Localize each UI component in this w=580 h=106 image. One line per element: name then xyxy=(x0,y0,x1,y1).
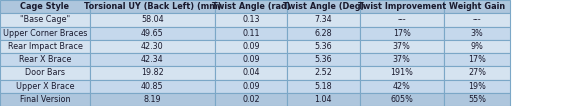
Text: 5.36: 5.36 xyxy=(314,55,332,64)
Bar xyxy=(90,93,215,106)
Text: 9%: 9% xyxy=(470,42,484,51)
Text: Twist Improvement: Twist Improvement xyxy=(357,2,446,11)
Text: Weight Gain: Weight Gain xyxy=(449,2,505,11)
Bar xyxy=(90,40,215,53)
Bar xyxy=(444,26,510,40)
Bar xyxy=(287,93,360,106)
Bar xyxy=(90,26,215,40)
Bar xyxy=(360,26,444,40)
Text: Door Bars: Door Bars xyxy=(25,68,65,77)
Bar xyxy=(444,80,510,93)
Bar xyxy=(90,66,215,80)
Bar xyxy=(0,93,90,106)
Text: Rear Impact Brace: Rear Impact Brace xyxy=(8,42,82,51)
Bar xyxy=(287,66,360,80)
Bar xyxy=(0,80,90,93)
Text: 19%: 19% xyxy=(468,82,486,91)
Bar xyxy=(360,53,444,66)
Text: Upper Corner Braces: Upper Corner Braces xyxy=(3,29,87,38)
Text: 1.04: 1.04 xyxy=(314,95,332,104)
Bar xyxy=(90,53,215,66)
Bar xyxy=(90,0,215,13)
Bar xyxy=(444,53,510,66)
Bar xyxy=(215,66,287,80)
Bar xyxy=(287,26,360,40)
Bar xyxy=(215,26,287,40)
Text: 55%: 55% xyxy=(468,95,486,104)
Text: Torsional UY (Back Left) (mm): Torsional UY (Back Left) (mm) xyxy=(84,2,221,11)
Text: ---: --- xyxy=(473,15,481,24)
Text: 40.85: 40.85 xyxy=(141,82,164,91)
Bar xyxy=(90,13,215,26)
Bar xyxy=(287,13,360,26)
Text: Final Version: Final Version xyxy=(20,95,70,104)
Text: Upper X Brace: Upper X Brace xyxy=(16,82,74,91)
Text: Twist Angle (Deg): Twist Angle (Deg) xyxy=(282,2,364,11)
Text: 3%: 3% xyxy=(471,29,483,38)
Bar xyxy=(0,0,90,13)
Text: 5.36: 5.36 xyxy=(314,42,332,51)
Bar xyxy=(215,53,287,66)
Text: 58.04: 58.04 xyxy=(141,15,164,24)
Text: 42.34: 42.34 xyxy=(141,55,164,64)
Text: 7.34: 7.34 xyxy=(314,15,332,24)
Bar xyxy=(360,40,444,53)
Text: 42.30: 42.30 xyxy=(141,42,164,51)
Bar xyxy=(360,93,444,106)
Bar xyxy=(287,0,360,13)
Text: Rear X Brace: Rear X Brace xyxy=(19,55,71,64)
Text: 19.82: 19.82 xyxy=(141,68,164,77)
Bar xyxy=(287,80,360,93)
Bar xyxy=(444,66,510,80)
Bar xyxy=(215,13,287,26)
Bar xyxy=(0,66,90,80)
Text: 0.09: 0.09 xyxy=(242,55,260,64)
Bar xyxy=(0,40,90,53)
Bar xyxy=(444,13,510,26)
Text: Twist Angle (rad): Twist Angle (rad) xyxy=(212,2,290,11)
Text: 6.28: 6.28 xyxy=(314,29,332,38)
Text: 49.65: 49.65 xyxy=(141,29,164,38)
Bar xyxy=(360,66,444,80)
Bar xyxy=(0,26,90,40)
Bar xyxy=(444,93,510,106)
Bar xyxy=(444,40,510,53)
Text: Cage Style: Cage Style xyxy=(20,2,70,11)
Bar xyxy=(287,53,360,66)
Text: 0.04: 0.04 xyxy=(242,68,260,77)
Text: 2.52: 2.52 xyxy=(314,68,332,77)
Bar xyxy=(0,13,90,26)
Text: 605%: 605% xyxy=(390,95,413,104)
Bar xyxy=(215,80,287,93)
Bar xyxy=(444,0,510,13)
Text: 17%: 17% xyxy=(393,29,411,38)
Text: 191%: 191% xyxy=(390,68,413,77)
Bar xyxy=(0,53,90,66)
Text: "Base Cage": "Base Cage" xyxy=(20,15,70,24)
Bar xyxy=(287,40,360,53)
Bar xyxy=(360,13,444,26)
Text: 37%: 37% xyxy=(393,55,411,64)
Bar xyxy=(360,0,444,13)
Bar xyxy=(90,80,215,93)
Text: 8.19: 8.19 xyxy=(143,95,161,104)
Text: ---: --- xyxy=(397,15,406,24)
Text: 0.09: 0.09 xyxy=(242,82,260,91)
Text: 0.02: 0.02 xyxy=(242,95,260,104)
Bar xyxy=(215,93,287,106)
Text: 0.11: 0.11 xyxy=(242,29,260,38)
Text: 42%: 42% xyxy=(393,82,411,91)
Text: 0.09: 0.09 xyxy=(242,42,260,51)
Bar xyxy=(215,40,287,53)
Text: 5.18: 5.18 xyxy=(314,82,332,91)
Text: 17%: 17% xyxy=(468,55,486,64)
Bar xyxy=(215,0,287,13)
Text: 37%: 37% xyxy=(393,42,411,51)
Text: 0.13: 0.13 xyxy=(242,15,260,24)
Text: 27%: 27% xyxy=(468,68,486,77)
Bar xyxy=(360,80,444,93)
